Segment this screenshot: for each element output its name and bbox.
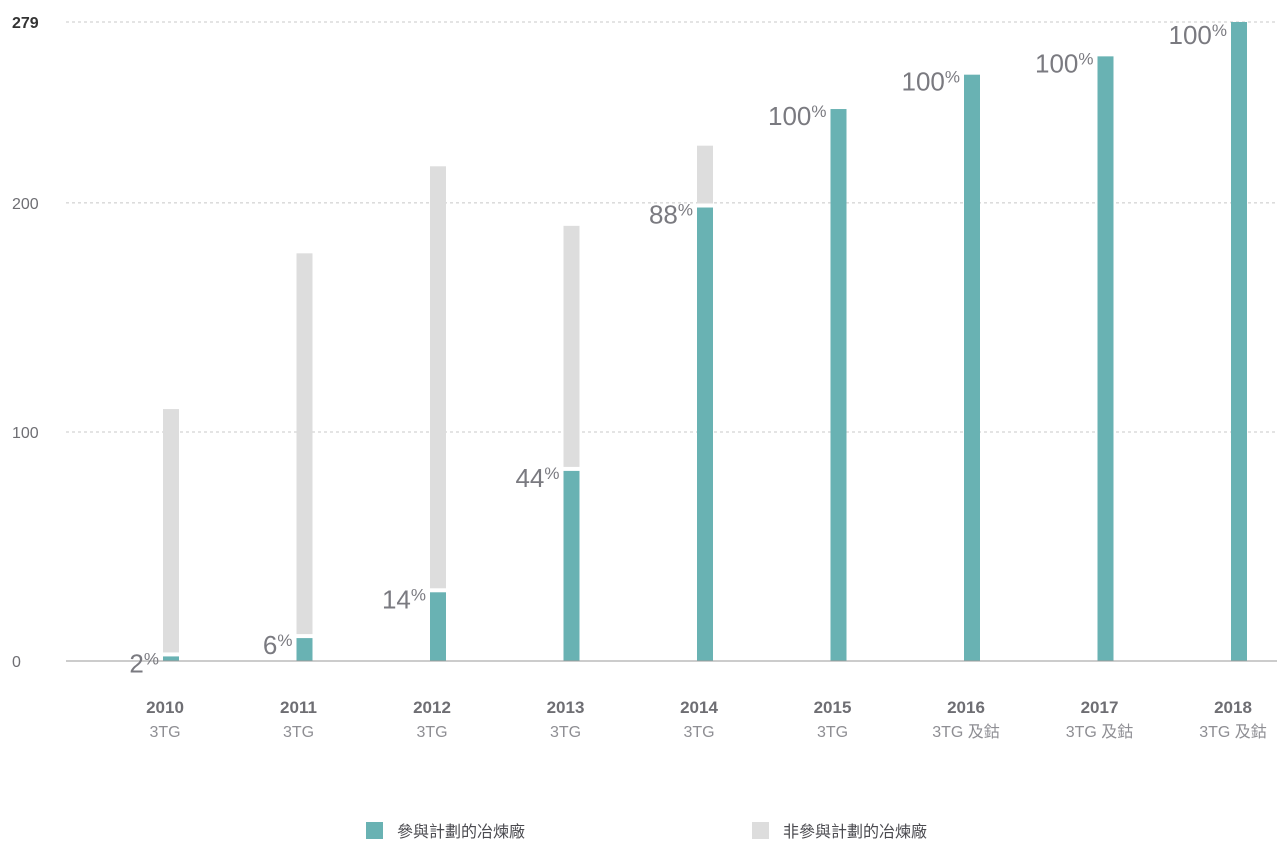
data-label: 100% xyxy=(1168,20,1227,50)
x-tick-label: 2012 xyxy=(413,698,451,717)
x-tick-sublabel: 3TG 及鈷 xyxy=(1066,723,1134,741)
y-tick-label: 100 xyxy=(12,425,39,442)
bar-participating xyxy=(830,109,847,662)
bars xyxy=(163,22,1247,662)
bar-non-participating xyxy=(697,145,713,204)
bar-participating xyxy=(697,207,713,662)
x-tick-label: 2017 xyxy=(1081,698,1119,717)
x-tick-sublabel: 3TG xyxy=(550,724,581,741)
legend-item-non-participating: 非參與計劃的冶煉廠 xyxy=(752,818,927,842)
bar-participating xyxy=(1231,22,1247,661)
y-axis-ticks: 0 100 200 279 xyxy=(12,15,39,671)
legend-label-non-participating: 非參與計劃的冶煉廠 xyxy=(783,822,928,841)
bar-non-participating xyxy=(163,409,179,653)
bar-participating xyxy=(430,592,446,661)
legend-swatch-participating xyxy=(366,821,383,839)
legend-item-participating: 參與計劃的冶煉廠 xyxy=(366,818,525,842)
x-tick-sublabel: 3TG xyxy=(283,724,314,741)
bar-participating xyxy=(563,470,580,661)
x-tick-label: 2013 xyxy=(547,698,585,717)
data-label: 88% xyxy=(649,200,693,230)
x-tick-sublabel: 3TG xyxy=(683,724,714,741)
x-tick-label: 2010 xyxy=(146,698,184,717)
x-tick-label: 2015 xyxy=(814,698,852,717)
bar-non-participating xyxy=(563,225,580,467)
data-label: 44% xyxy=(515,463,559,493)
x-tick-label: 2011 xyxy=(280,698,317,717)
data-labels: 2% 6% 14% 44% 88% 100% 100% 100% 100% xyxy=(129,20,1227,678)
x-tick-sublabel: 3TG 及鈷 xyxy=(1199,723,1267,741)
x-tick-sublabel: 3TG 及鈷 xyxy=(932,723,1000,741)
bar-non-participating xyxy=(430,166,446,589)
data-label: 2% xyxy=(129,648,159,678)
y-tick-label: 200 xyxy=(12,196,39,213)
y-tick-label: 0 xyxy=(12,654,21,671)
x-axis-ticks: 2010 3TG 2011 3TG 2012 3TG 2013 3TG 2014 3TG 2015 3… xyxy=(146,698,1267,741)
data-label: 100% xyxy=(768,101,827,131)
data-label: 14% xyxy=(382,584,426,614)
data-label: 6% xyxy=(263,630,293,660)
x-tick-sublabel: 3TG xyxy=(416,724,447,741)
bar-non-participating xyxy=(296,253,313,635)
x-tick-label: 2014 xyxy=(680,698,718,717)
bar-participating xyxy=(964,74,980,661)
data-label: 100% xyxy=(901,67,960,97)
data-label: 100% xyxy=(1035,48,1094,78)
x-tick-label: 2016 xyxy=(947,698,985,717)
x-tick-label: 2018 xyxy=(1214,698,1252,717)
x-tick-sublabel: 3TG xyxy=(817,724,848,741)
bar-participating xyxy=(1097,56,1114,661)
legend-swatch-non-participating xyxy=(752,821,769,839)
grid-lines xyxy=(66,21,1277,433)
legend-label-participating: 參與計劃的冶煉廠 xyxy=(397,822,526,841)
bar-participating xyxy=(163,656,179,661)
x-tick-sublabel: 3TG xyxy=(149,724,180,741)
y-tick-label: 279 xyxy=(12,15,39,32)
bar-participating xyxy=(296,638,313,661)
